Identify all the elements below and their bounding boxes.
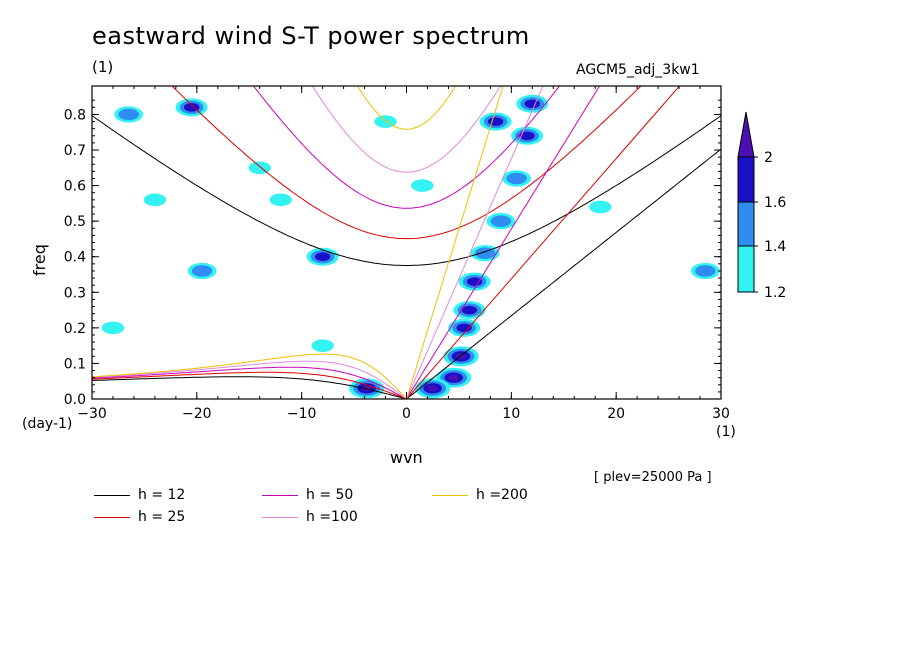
- x-tick-label: 0: [402, 406, 411, 422]
- spectral-blob-17: [695, 265, 716, 277]
- spectral-blob-22: [269, 193, 292, 207]
- chart-title: eastward wind S-T power spectrum: [92, 22, 530, 50]
- x-tick-label: −10: [287, 406, 317, 422]
- legend-label: h = 50: [306, 487, 354, 503]
- y-tick-label: 0.7: [64, 143, 86, 159]
- ig-curve-h-12: [92, 115, 721, 266]
- ig-curve-h-50: [252, 86, 561, 209]
- spectral-blob-4: [466, 277, 483, 286]
- colorbar-seg-3: [737, 156, 755, 203]
- spectral-blob-7: [506, 172, 527, 185]
- spectral-blob-10: [487, 117, 504, 126]
- y-tick-label: 0.6: [64, 179, 86, 195]
- spectral-blob-11: [427, 385, 438, 392]
- spectral-blob-0: [448, 374, 459, 381]
- x-tick-label: 30: [712, 406, 730, 422]
- er-curve-h-12: [92, 376, 407, 399]
- ig-curve-h-100: [311, 86, 502, 173]
- legend-swatch: [262, 517, 298, 518]
- legend-label: h =200: [476, 487, 528, 503]
- x-tick-label: 20: [607, 406, 625, 422]
- colorbar-label: 1.2: [764, 285, 786, 301]
- pressure-level-label: [ plev=25000 Pa ]: [594, 470, 712, 485]
- colorbar-arrow: [737, 111, 755, 158]
- er-curve-h-25: [92, 371, 407, 399]
- y-unit-label: (1): [92, 58, 114, 76]
- y-tick-label: 0.8: [64, 107, 86, 123]
- y-axis-unit: (day-1): [22, 416, 73, 432]
- colorbar-seg-1: [737, 245, 755, 293]
- er-curve-h-200: [92, 353, 407, 399]
- ig-curve-h-200: [356, 86, 457, 130]
- x-unit-label: (1): [716, 424, 736, 440]
- x-axis-label: wvn: [390, 448, 423, 467]
- colorbar-label: 1.6: [764, 195, 786, 211]
- spectral-blob-15: [118, 108, 139, 121]
- y-tick-label: 0.5: [64, 214, 86, 230]
- y-tick-label: 0.3: [64, 285, 86, 301]
- spectral-blob-19: [143, 193, 167, 207]
- spectral-blob-14: [314, 252, 331, 262]
- colorbar-label: 1.4: [764, 239, 786, 255]
- legend-swatch: [94, 495, 130, 496]
- ig-curve-h-25: [171, 86, 642, 240]
- x-tick-label: −20: [182, 406, 212, 422]
- x-tick-label: 10: [502, 406, 520, 422]
- kelvin-curve-h-200: [406, 86, 504, 399]
- spectral-blob-2: [456, 323, 472, 333]
- kelvin-curve-h-25: [406, 86, 681, 399]
- kelvin-curve-h-50: [406, 86, 601, 399]
- y-tick-label: 0.1: [64, 356, 86, 372]
- plot-frame: [91, 85, 722, 400]
- spectral-blob-13: [183, 103, 200, 112]
- spectral-blob-21: [248, 161, 271, 175]
- legend-swatch: [262, 495, 298, 496]
- y-tick-label: 0.4: [64, 250, 86, 266]
- kelvin-curve-h-12: [406, 148, 721, 399]
- er-curve-h-100: [92, 360, 407, 399]
- x-tick-label: −30: [77, 406, 107, 422]
- spectral-blob-24: [411, 179, 434, 192]
- spectral-blob-3: [461, 305, 478, 315]
- kelvin-curve-h-100: [406, 86, 544, 399]
- plot-area: [92, 86, 721, 399]
- y-tick-label: 0.2: [64, 321, 86, 337]
- legend-label: h = 25: [138, 509, 186, 525]
- model-name: AGCM5_adj_3kw1: [576, 62, 700, 78]
- spectral-blob-9: [524, 99, 540, 109]
- spectral-blob-20: [101, 321, 125, 335]
- spectral-blob-16: [191, 265, 213, 277]
- spectral-blob-25: [311, 339, 334, 352]
- legend-swatch: [432, 495, 468, 496]
- legend-label: h =100: [306, 509, 358, 525]
- y-tick-label: 0.0: [64, 392, 86, 408]
- spectral-blob-6: [490, 215, 512, 227]
- legend-label: h = 12: [138, 487, 186, 503]
- er-curve-h-50: [92, 366, 407, 399]
- spectral-blob-8: [519, 131, 535, 141]
- legend-swatch: [94, 517, 130, 518]
- spectral-blob-18: [589, 200, 612, 214]
- colorbar-seg-2: [737, 201, 755, 247]
- colorbar-label: 2: [764, 150, 773, 166]
